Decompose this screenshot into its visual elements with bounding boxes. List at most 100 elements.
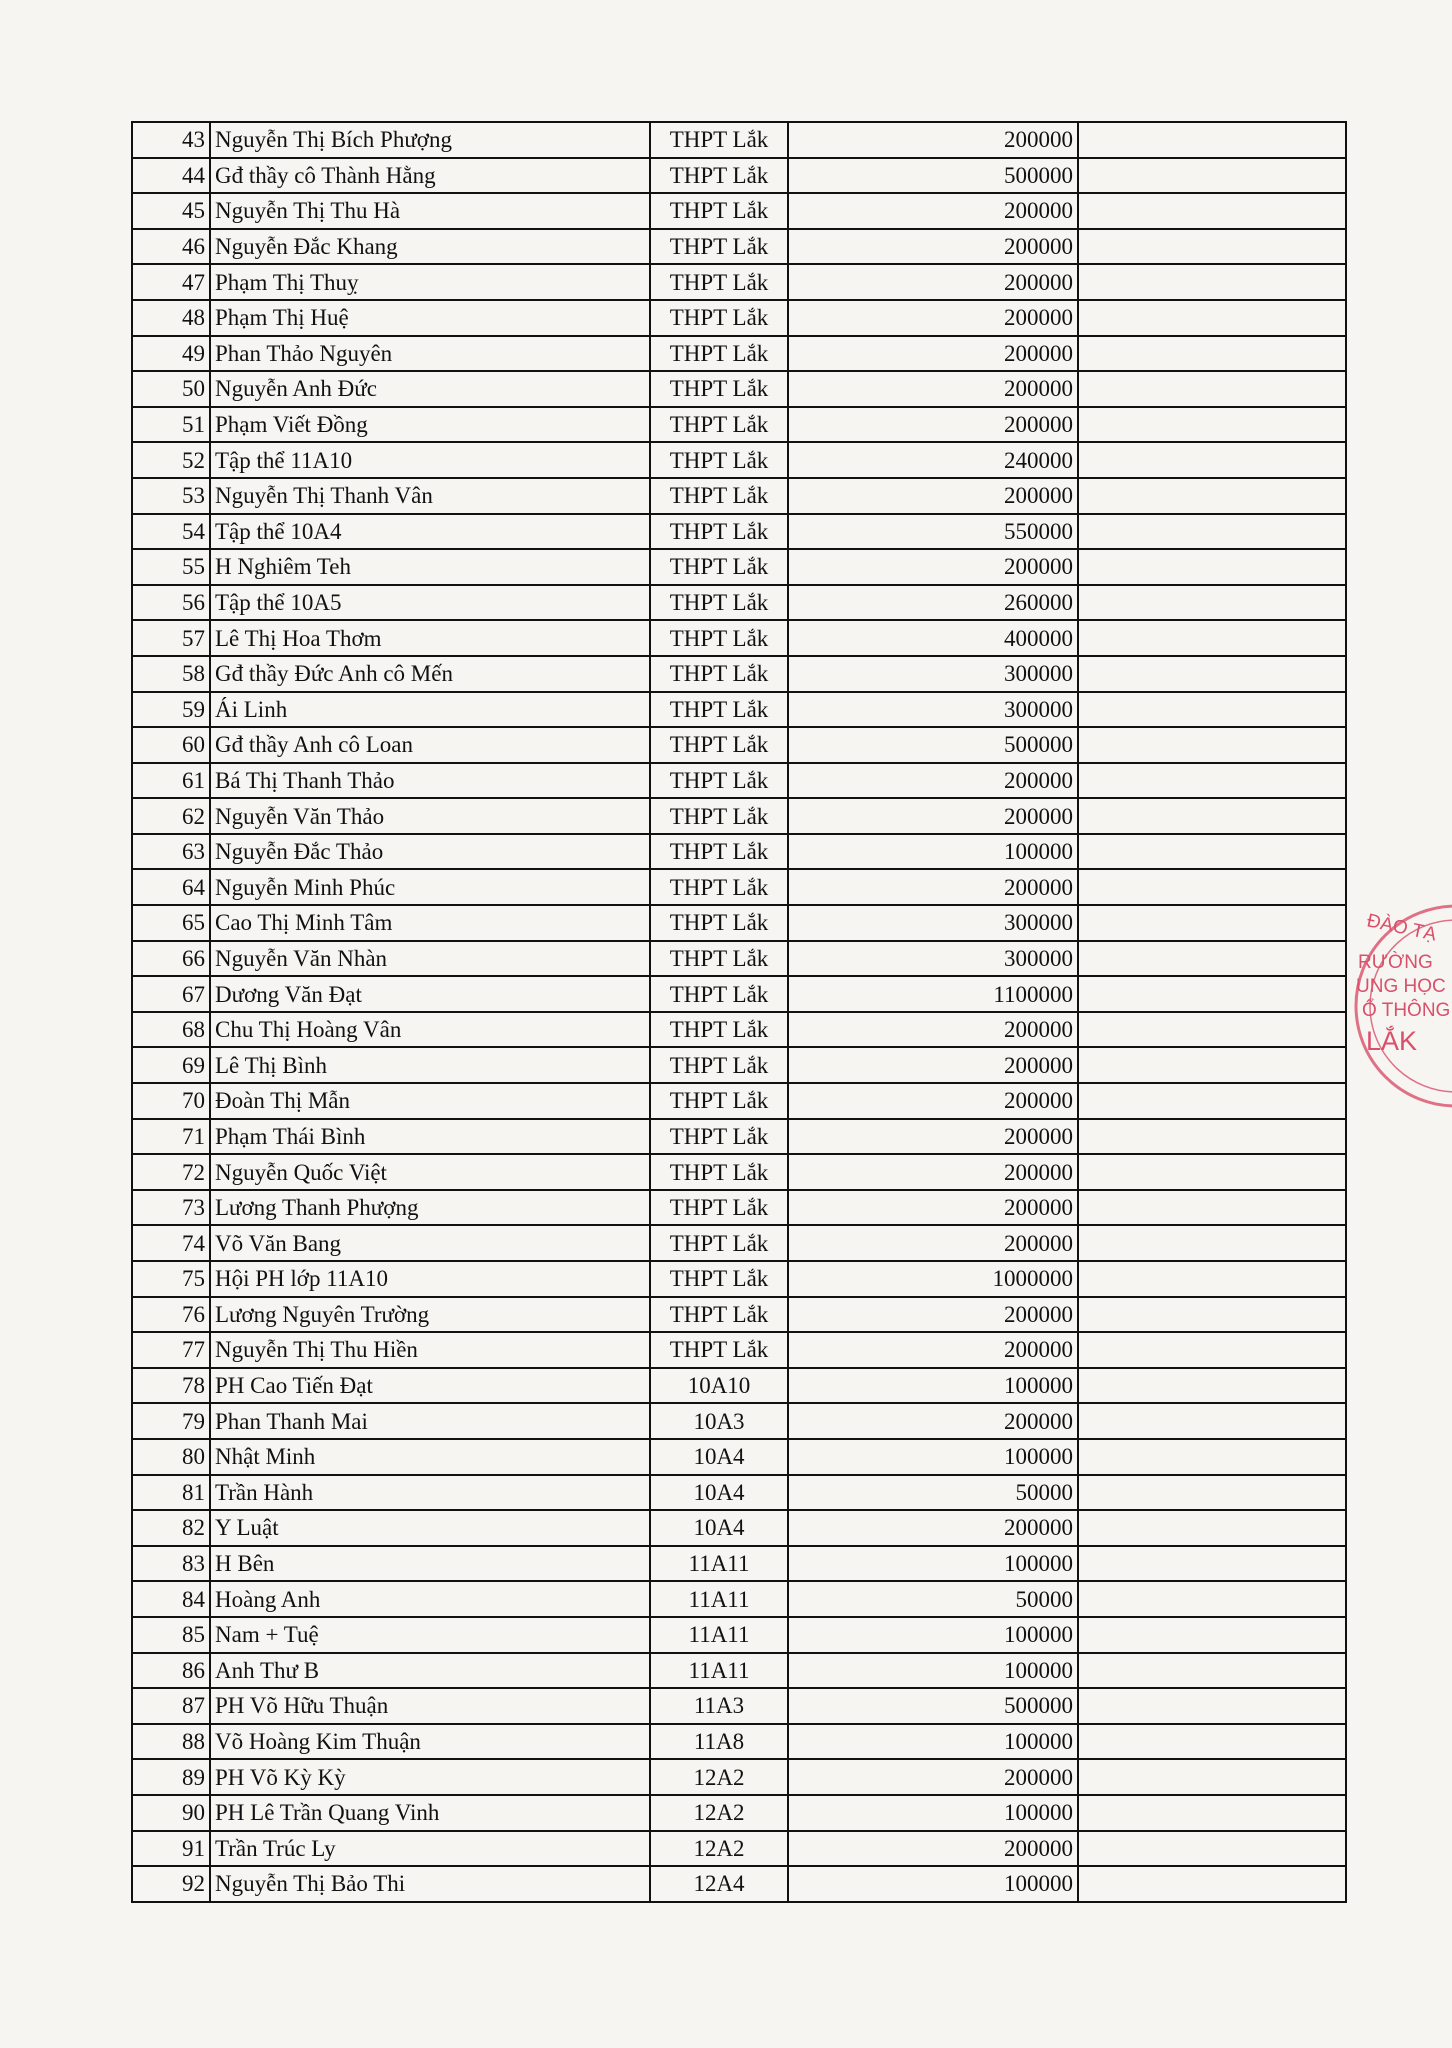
blank-cell: [1077, 263, 1347, 301]
blank-cell: [1077, 761, 1347, 800]
unit: THPT Lắk: [649, 1153, 789, 1191]
blank-cell: [1077, 1082, 1347, 1120]
amount: 200000: [787, 334, 1079, 373]
amount: 200000: [787, 370, 1079, 408]
unit: THPT Lắk: [649, 1188, 789, 1227]
unit: THPT Lắk: [649, 1082, 789, 1120]
unit: THPT Lắk: [649, 797, 789, 835]
row-number: 70: [131, 1082, 211, 1120]
amount: 50000: [787, 1473, 1079, 1512]
amount: 200000: [787, 405, 1079, 444]
table-row: 74 Võ Văn Bang THPT Lắk 200000: [131, 1224, 1347, 1262]
blank-cell: [1077, 1580, 1347, 1618]
donor-name: Nguyễn Thị Thu Hà: [209, 192, 651, 230]
unit: THPT Lắk: [649, 726, 789, 764]
row-number: 84: [131, 1580, 211, 1618]
amount: 200000: [787, 868, 1079, 907]
donor-name: Nguyễn Đắc Thảo: [209, 832, 651, 871]
amount: 100000: [787, 1544, 1079, 1583]
blank-cell: [1077, 476, 1347, 515]
blank-cell: [1077, 1366, 1347, 1405]
donor-name: Lương Thanh Phượng: [209, 1188, 651, 1227]
row-number: 73: [131, 1188, 211, 1227]
table-row: 70 Đoàn Thị Mẫn THPT Lắk 200000: [131, 1082, 1347, 1120]
row-number: 69: [131, 1046, 211, 1085]
table-row: 59 Ái Linh THPT Lắk 300000: [131, 690, 1347, 729]
amount: 200000: [787, 192, 1079, 230]
amount: 200000: [787, 797, 1079, 835]
blank-cell: [1077, 1331, 1347, 1369]
row-number: 79: [131, 1402, 211, 1440]
table-row: 76 Lương Nguyên Trường THPT Lắk 200000: [131, 1295, 1347, 1334]
donor-name: Tập thể 10A5: [209, 583, 651, 622]
unit: THPT Lắk: [649, 1224, 789, 1262]
row-number: 78: [131, 1366, 211, 1405]
row-number: 87: [131, 1687, 211, 1725]
amount: 200000: [787, 1758, 1079, 1796]
unit: THPT Lắk: [649, 761, 789, 800]
table-body: 43 Nguyễn Thị Bích Phượng THPT Lắk 200000 44…: [131, 121, 1347, 1903]
unit: THPT Lắk: [649, 1331, 789, 1369]
amount: 100000: [787, 1865, 1079, 1903]
table-row: 75 Hội PH lớp 11A10 THPT Lắk 1000000: [131, 1260, 1347, 1298]
stamp-text: ĐÀO TẠ: [1365, 910, 1439, 945]
table-row: 88 Võ Hoàng Kim Thuận 11A8 100000: [131, 1722, 1347, 1761]
donor-name: Võ Hoàng Kim Thuận: [209, 1722, 651, 1761]
unit: 10A4: [649, 1437, 789, 1476]
amount: 200000: [787, 1224, 1079, 1262]
blank-cell: [1077, 405, 1347, 444]
amount: 100000: [787, 1651, 1079, 1690]
amount: 550000: [787, 512, 1079, 551]
amount: 300000: [787, 904, 1079, 942]
unit: THPT Lắk: [649, 1260, 789, 1298]
unit: THPT Lắk: [649, 619, 789, 657]
table-row: 80 Nhật Minh 10A4 100000: [131, 1437, 1347, 1476]
table-row: 64 Nguyễn Minh Phúc THPT Lắk 200000: [131, 868, 1347, 907]
blank-cell: [1077, 1687, 1347, 1725]
donor-name: Nguyễn Văn Nhàn: [209, 939, 651, 978]
amount: 200000: [787, 1153, 1079, 1191]
blank-cell: [1077, 939, 1347, 978]
row-number: 62: [131, 797, 211, 835]
donor-name: Gđ thầy cô Thành Hằng: [209, 156, 651, 195]
row-number: 68: [131, 1010, 211, 1049]
school-stamp: ĐÀO TẠ RƯỜNG UNG HỌC Ổ THÔNG LẮK: [1354, 904, 1452, 1108]
blank-cell: [1077, 1188, 1347, 1227]
table-row: 85 Nam + Tuệ 11A11 100000: [131, 1615, 1347, 1654]
donor-name: Phạm Thái Bình: [209, 1117, 651, 1156]
unit: 10A4: [649, 1473, 789, 1512]
unit: THPT Lắk: [649, 334, 789, 373]
amount: 1000000: [787, 1260, 1079, 1298]
blank-cell: [1077, 654, 1347, 693]
donor-name: Ái Linh: [209, 690, 651, 729]
blank-cell: [1077, 1793, 1347, 1832]
blank-cell: [1077, 1010, 1347, 1049]
row-number: 58: [131, 654, 211, 693]
row-number: 92: [131, 1865, 211, 1903]
row-number: 65: [131, 904, 211, 942]
row-number: 47: [131, 263, 211, 301]
blank-cell: [1077, 1651, 1347, 1690]
table-row: 82 Y Luật 10A4 200000: [131, 1509, 1347, 1547]
blank-cell: [1077, 726, 1347, 764]
table-row: 44 Gđ thầy cô Thành Hằng THPT Lắk 500000: [131, 156, 1347, 195]
amount: 100000: [787, 1722, 1079, 1761]
unit: 11A11: [649, 1544, 789, 1583]
table-row: 48 Phạm Thị Huệ THPT Lắk 200000: [131, 298, 1347, 337]
row-number: 67: [131, 975, 211, 1013]
donor-name: Nguyễn Minh Phúc: [209, 868, 651, 907]
row-number: 80: [131, 1437, 211, 1476]
row-number: 55: [131, 548, 211, 586]
unit: THPT Lắk: [649, 156, 789, 195]
amount: 300000: [787, 690, 1079, 729]
unit: THPT Lắk: [649, 939, 789, 978]
unit: 11A8: [649, 1722, 789, 1761]
stamp-text: LẮK: [1366, 1025, 1417, 1056]
amount: 200000: [787, 761, 1079, 800]
unit: 12A2: [649, 1829, 789, 1868]
blank-cell: [1077, 441, 1347, 479]
unit: THPT Lắk: [649, 121, 789, 159]
table-row: 77 Nguyễn Thị Thu Hiền THPT Lắk 200000: [131, 1331, 1347, 1369]
table-row: 90 PH Lê Trần Quang Vinh 12A2 100000: [131, 1793, 1347, 1832]
